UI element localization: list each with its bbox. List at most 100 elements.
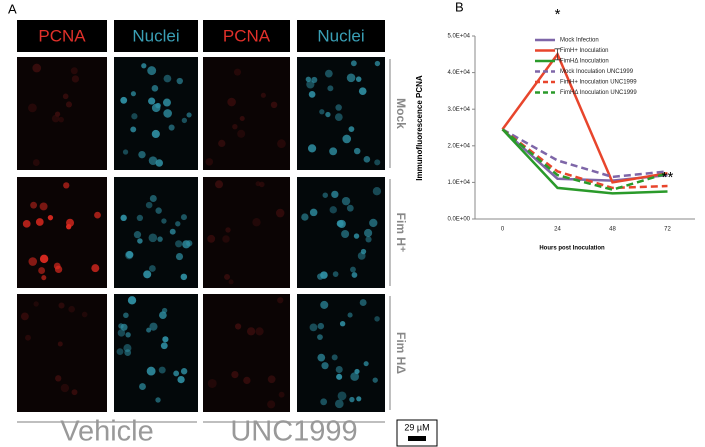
cell bbox=[81, 311, 88, 318]
cell bbox=[41, 275, 47, 281]
cell bbox=[143, 270, 152, 279]
cell bbox=[320, 300, 329, 309]
micrograph bbox=[114, 57, 198, 170]
cell bbox=[363, 361, 369, 367]
y-tick-label: 3.0E+04 bbox=[447, 107, 470, 113]
y-tick-label: 5.0E+04 bbox=[447, 34, 470, 40]
legend-label: FimH+ Inoculation bbox=[560, 48, 609, 54]
cell bbox=[348, 126, 355, 133]
cell bbox=[233, 68, 242, 76]
cell bbox=[259, 181, 265, 188]
cell bbox=[94, 211, 101, 219]
cell bbox=[123, 312, 129, 319]
cell bbox=[136, 214, 144, 222]
cell bbox=[39, 254, 49, 264]
cell bbox=[120, 96, 128, 104]
cell bbox=[180, 368, 188, 375]
cell bbox=[356, 396, 362, 402]
cell bbox=[277, 139, 286, 149]
cell bbox=[116, 348, 124, 356]
row-label: Mock bbox=[394, 98, 408, 129]
cell bbox=[275, 208, 285, 218]
cell bbox=[341, 230, 350, 239]
cell bbox=[38, 267, 46, 274]
cell bbox=[163, 74, 172, 83]
cell bbox=[148, 97, 156, 105]
cell bbox=[62, 93, 69, 100]
cell bbox=[58, 302, 65, 309]
cell bbox=[158, 366, 166, 374]
cell bbox=[20, 312, 29, 321]
cell bbox=[169, 228, 176, 235]
cell bbox=[149, 322, 158, 331]
cell bbox=[342, 134, 352, 144]
cell bbox=[155, 207, 162, 214]
cell bbox=[372, 377, 378, 383]
cell bbox=[124, 349, 132, 356]
cell bbox=[70, 67, 78, 75]
cell bbox=[325, 111, 331, 118]
series-line bbox=[501, 128, 668, 179]
cell bbox=[35, 218, 44, 226]
row-label: Fim HΔ bbox=[394, 332, 408, 374]
cell bbox=[127, 296, 137, 305]
cell bbox=[157, 236, 163, 242]
annotation: ** bbox=[662, 169, 674, 186]
cell bbox=[307, 144, 317, 153]
cell bbox=[151, 129, 160, 139]
cell bbox=[163, 109, 172, 118]
cell bbox=[146, 327, 152, 333]
cell bbox=[159, 311, 167, 320]
cell bbox=[267, 400, 276, 409]
cell bbox=[222, 235, 230, 243]
cell bbox=[306, 80, 315, 89]
cell bbox=[65, 101, 73, 108]
cell bbox=[334, 113, 343, 121]
cell bbox=[28, 257, 38, 266]
cell bbox=[125, 250, 134, 259]
cell bbox=[329, 147, 338, 156]
cell bbox=[145, 201, 153, 209]
cell bbox=[317, 334, 323, 341]
cell bbox=[186, 240, 193, 247]
cell bbox=[363, 228, 373, 238]
cell bbox=[322, 192, 329, 198]
cell bbox=[308, 91, 316, 98]
cell bbox=[181, 117, 188, 124]
cell bbox=[58, 116, 64, 123]
cell bbox=[47, 214, 54, 221]
cell bbox=[327, 85, 334, 92]
cell bbox=[353, 233, 360, 239]
legend-label: FimH+ Inoculation UNC1999 bbox=[560, 80, 637, 86]
cell bbox=[60, 383, 70, 393]
cell bbox=[358, 87, 367, 96]
panel-label: A bbox=[8, 1, 17, 16]
cell bbox=[228, 279, 234, 285]
cell bbox=[146, 366, 156, 376]
cell bbox=[176, 77, 183, 85]
cell bbox=[207, 234, 216, 243]
cell bbox=[148, 156, 158, 165]
cell bbox=[372, 187, 382, 196]
cell bbox=[349, 396, 355, 403]
cell bbox=[175, 221, 181, 227]
series-line bbox=[501, 128, 668, 192]
cell bbox=[137, 238, 143, 244]
cell bbox=[173, 370, 180, 377]
cell bbox=[225, 227, 231, 233]
cell bbox=[68, 305, 75, 313]
cell bbox=[363, 156, 371, 163]
cell bbox=[205, 158, 214, 166]
cell bbox=[160, 342, 168, 350]
cell bbox=[168, 124, 175, 131]
cell bbox=[350, 372, 359, 381]
legend-label: FimHΔ Inoculation UNC1999 bbox=[560, 90, 637, 96]
cell bbox=[151, 103, 161, 113]
cell bbox=[374, 316, 380, 322]
cell bbox=[337, 391, 347, 401]
cell bbox=[369, 218, 378, 228]
cell bbox=[336, 373, 343, 380]
cell bbox=[180, 214, 187, 221]
cell bbox=[39, 202, 48, 211]
